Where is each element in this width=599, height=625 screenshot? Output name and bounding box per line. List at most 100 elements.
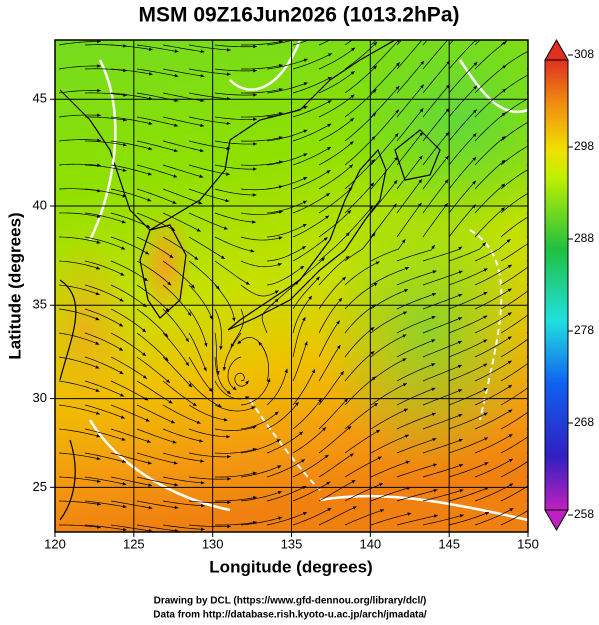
streamline <box>266 176 308 190</box>
x-tick-label: 150 <box>517 536 539 551</box>
streamline-arrow <box>432 270 437 274</box>
streamline <box>422 108 450 142</box>
streamline-arrow <box>222 366 227 371</box>
streamline-arrow <box>508 434 513 438</box>
streamline-arrow <box>326 170 331 174</box>
streamline-arrow <box>122 527 127 532</box>
streamline-arrow <box>174 483 179 487</box>
streamline-arrow <box>457 364 462 369</box>
streamline-arrow <box>120 393 125 397</box>
streamline-arrow <box>402 383 407 387</box>
streamline <box>396 363 436 382</box>
y-axis-label: Latitude (degrees) <box>5 212 24 359</box>
streamline <box>188 404 228 421</box>
streamline-arrow <box>198 200 203 205</box>
streamline <box>162 140 204 152</box>
streamline-arrow <box>533 47 537 50</box>
streamline-arrow <box>96 240 101 244</box>
streamline <box>318 164 354 190</box>
colorbar-tick-label: 288 <box>574 231 594 245</box>
streamline <box>162 380 197 407</box>
streamline <box>370 203 397 238</box>
streamline <box>162 476 205 484</box>
streamline <box>58 90 101 94</box>
streamline-arrow <box>433 514 438 518</box>
streamline-arrow <box>201 527 205 531</box>
streamline <box>84 92 127 96</box>
streamline <box>500 145 528 166</box>
streamline-arrow <box>402 358 407 362</box>
streamline-arrow <box>509 483 514 487</box>
streamline-arrow <box>166 379 171 383</box>
streamline-arrow <box>405 266 410 271</box>
streamline <box>292 316 306 358</box>
streamline-arrow <box>394 156 398 161</box>
streamline-arrow <box>95 317 100 321</box>
streamline-arrow <box>533 239 537 242</box>
streamline <box>188 236 226 260</box>
streamline <box>292 236 328 262</box>
streamline <box>318 209 352 238</box>
streamline-arrow <box>119 298 124 302</box>
streamline-arrow <box>303 105 308 110</box>
streamline-arrow <box>245 281 250 285</box>
streamline <box>370 109 400 142</box>
streamline <box>292 507 332 526</box>
streamline <box>292 481 331 502</box>
streamline <box>136 332 169 362</box>
streamline-arrow <box>393 180 398 185</box>
streamline <box>136 308 169 338</box>
streamline-arrow <box>96 456 101 461</box>
streamline <box>292 146 332 166</box>
streamline-arrow <box>274 290 279 294</box>
streamline <box>162 428 204 442</box>
streamline-arrow <box>173 461 178 465</box>
streamline-arrow <box>253 142 257 146</box>
streamline <box>84 500 127 508</box>
streamline <box>188 356 213 392</box>
streamline <box>58 380 100 392</box>
streamline <box>318 453 354 478</box>
streamline <box>292 454 329 478</box>
streamline <box>266 265 305 286</box>
streamline <box>136 188 177 204</box>
streamline <box>240 439 281 454</box>
streamline <box>474 288 512 310</box>
streamline <box>266 368 288 406</box>
streamline <box>162 500 205 507</box>
streamline <box>370 62 400 94</box>
streamline <box>500 266 528 286</box>
streamline-arrow <box>304 341 308 346</box>
streamline-arrow <box>404 434 409 438</box>
streamline <box>448 133 477 166</box>
streamline-arrow <box>96 479 101 483</box>
streamline <box>136 284 170 313</box>
streamline <box>396 108 424 142</box>
streamline-arrow <box>252 220 256 224</box>
streamline-arrow <box>294 281 299 286</box>
streamline <box>448 268 488 286</box>
streamline <box>292 341 308 382</box>
streamline <box>162 524 205 530</box>
streamline-arrow <box>200 481 205 485</box>
streamline-arrow <box>394 133 399 138</box>
streamline <box>422 179 449 214</box>
streamline <box>214 44 257 48</box>
streamline-arrow <box>97 113 101 118</box>
streamline <box>162 164 204 178</box>
streamline <box>370 179 398 214</box>
streamline <box>58 524 101 528</box>
y-tick-label: 35 <box>33 297 47 312</box>
streamline-arrow <box>148 146 153 151</box>
streamline-arrow <box>403 311 408 315</box>
streamline-arrow <box>351 480 356 484</box>
streamline-arrow <box>371 232 376 237</box>
x-tick-label: 125 <box>123 536 145 551</box>
streamline <box>110 164 152 176</box>
streamline <box>240 40 283 46</box>
streamline-arrow <box>277 465 282 469</box>
streamline-arrow <box>458 270 463 274</box>
streamline-arrow <box>431 363 436 367</box>
streamline <box>84 284 124 302</box>
streamline-arrow <box>327 53 332 57</box>
